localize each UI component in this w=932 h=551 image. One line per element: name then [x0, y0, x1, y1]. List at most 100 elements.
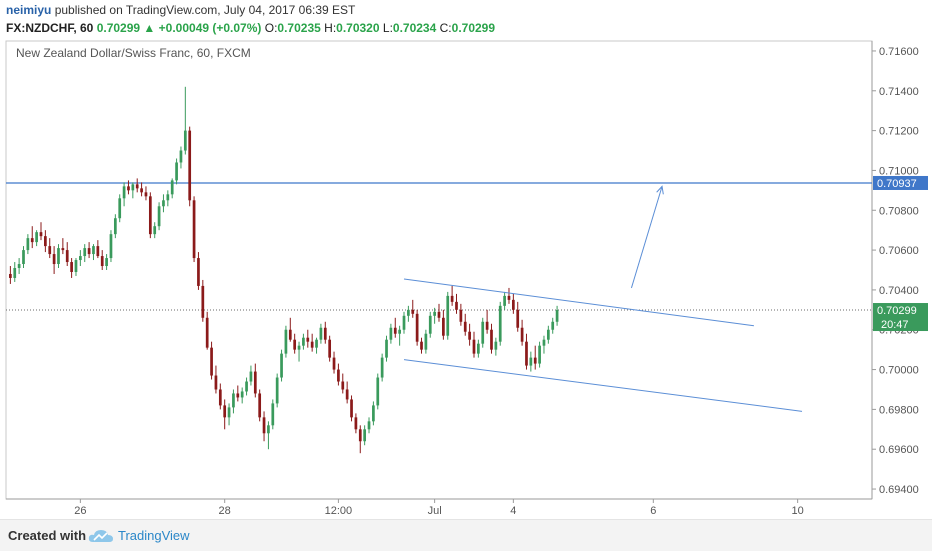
candle-body — [323, 327, 327, 340]
candle-body — [78, 256, 82, 261]
plot-area[interactable] — [5, 40, 873, 500]
candle-body — [179, 150, 183, 163]
candle-body — [240, 391, 244, 398]
change-arrow-icon: ▲ — [143, 21, 156, 35]
candle-body — [9, 273, 12, 278]
footer-bar: Created with TradingView — [0, 519, 932, 551]
candle-body — [61, 248, 65, 251]
candle-body — [288, 329, 292, 340]
y-tick-label: 0.69400 — [879, 484, 919, 496]
candle-body — [131, 184, 135, 191]
candle-body — [507, 295, 511, 300]
candles — [9, 86, 559, 454]
y-axis-ticks: 0.71600 0.71400 0.71200 0.71000 0.70800 0.706… — [872, 46, 919, 496]
candle-body — [516, 309, 520, 328]
projection-arrow[interactable] — [630, 185, 664, 289]
candle-body — [354, 417, 358, 430]
x-tick-label: 6 — [650, 505, 656, 517]
candle-body — [481, 321, 485, 344]
candle-body — [389, 327, 393, 340]
candle-body — [218, 389, 222, 406]
x-tick-label: 4 — [510, 505, 516, 517]
candle-body — [188, 130, 192, 201]
candle-body — [153, 226, 157, 235]
candle-body — [485, 321, 489, 330]
y-tick-label: 0.70800 — [879, 205, 919, 217]
candle-body — [542, 339, 546, 346]
candle-body — [52, 254, 56, 265]
candle-body — [162, 200, 165, 207]
candle-body — [337, 369, 340, 382]
candle-body — [205, 317, 209, 348]
candle-body — [315, 339, 318, 348]
published-text: published on TradingView.com, July 04, 2… — [54, 3, 356, 17]
x-tick-label: 12:00 — [325, 505, 353, 517]
candle-body — [319, 327, 323, 340]
candle-body — [140, 188, 143, 193]
channel-trendline[interactable] — [403, 359, 803, 412]
x-axis-ticks: 26 28 12:00 Jul 4 6 10 — [74, 499, 804, 517]
candle-body — [166, 194, 170, 201]
chart-title: New Zealand Dollar/Swiss Franc, 60, FXCM — [16, 46, 251, 60]
candle-body — [275, 377, 279, 404]
open-label: O: — [264, 21, 278, 35]
tradingview-brand[interactable]: TradingView — [118, 528, 190, 543]
price-chart[interactable]: New Zealand Dollar/Swiss Franc, 60, FXCM… — [0, 38, 932, 519]
candle-body — [437, 311, 441, 318]
candle-body — [450, 295, 454, 302]
candle-body — [350, 399, 353, 418]
open-value: 0.70235 — [277, 21, 321, 35]
candle-body — [293, 339, 297, 350]
candle-body — [284, 329, 288, 354]
candle-body — [511, 299, 515, 310]
candle-body — [135, 184, 139, 189]
candle-body — [490, 329, 493, 350]
candle-body — [297, 345, 301, 350]
low-label: L: — [382, 21, 393, 35]
arrow-shaft[interactable] — [630, 186, 663, 289]
arrow-head — [656, 185, 664, 195]
y-tick-label: 0.69800 — [879, 404, 919, 416]
candle-body — [249, 371, 253, 382]
created-with-text: Created with — [8, 528, 87, 543]
candle-body — [328, 339, 332, 358]
candle-body — [551, 321, 555, 330]
close-value: 0.70299 — [451, 21, 496, 35]
candle-body — [459, 309, 463, 322]
candle-body — [13, 268, 17, 278]
last-price-label: 0.70299 — [877, 305, 917, 317]
candle-body — [341, 381, 345, 390]
candle-body — [70, 262, 73, 272]
y-tick-label: 0.71600 — [879, 46, 919, 58]
candle-body — [302, 337, 305, 346]
y-tick-label: 0.71200 — [879, 126, 919, 138]
author-name[interactable]: neimiyu — [6, 3, 52, 17]
candle-body — [402, 315, 406, 330]
candle-body — [533, 357, 537, 364]
candle-body — [26, 238, 30, 251]
candle-body — [201, 285, 205, 318]
candle-body — [415, 313, 419, 342]
channel-trendlines[interactable] — [403, 278, 803, 412]
publish-header: neimiyu published on TradingView.com, Ju… — [0, 0, 932, 40]
tradingview-cloud-icon[interactable] — [88, 529, 114, 543]
candle-body — [232, 393, 235, 408]
candle-body — [214, 375, 218, 390]
candle-body — [253, 371, 257, 394]
candle-body — [210, 347, 213, 376]
candle-body — [433, 311, 436, 316]
candle-body — [192, 200, 196, 259]
symbol-label: FX:NZDCHF, 60 — [6, 21, 94, 35]
price-labels: 0.70937 0.70299 20:47 — [873, 175, 928, 332]
candle-body — [376, 377, 380, 406]
candle-body — [310, 341, 314, 348]
candle-body — [122, 186, 126, 199]
candle-body — [546, 329, 550, 340]
candle-body — [555, 310, 559, 322]
channel-trendline[interactable] — [403, 278, 754, 327]
high-label: H: — [324, 21, 337, 35]
candle-body — [227, 407, 231, 418]
candle-body — [144, 192, 148, 197]
candle-body — [494, 341, 498, 350]
candle-body — [393, 327, 397, 334]
